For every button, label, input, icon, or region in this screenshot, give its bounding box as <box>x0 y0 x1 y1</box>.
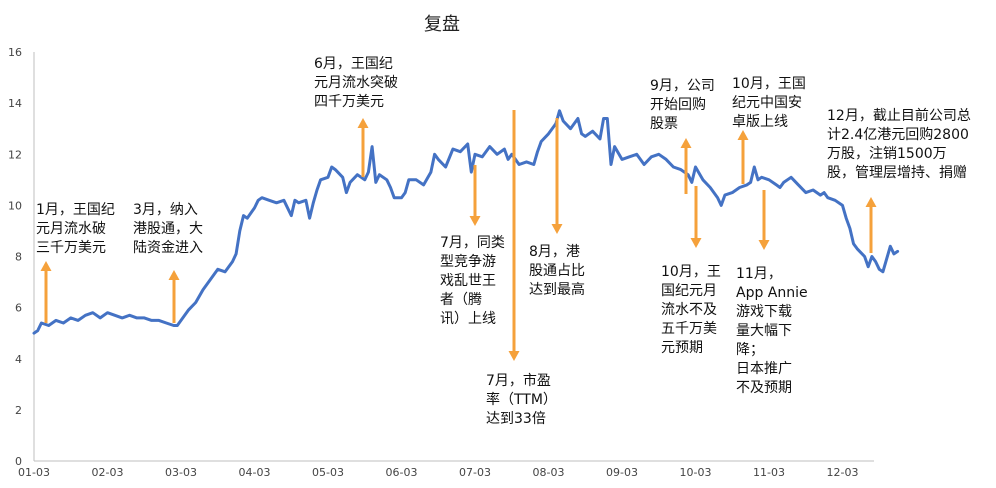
y-tick-label: 12 <box>8 148 22 161</box>
annotation-text: 流水不及 <box>661 302 717 318</box>
x-tick-label: 07-03 <box>459 466 491 479</box>
event-arrow-head <box>508 351 520 361</box>
y-tick-label: 10 <box>8 199 22 212</box>
annotation-text: 1月，王国纪 <box>36 202 115 218</box>
event-arrow-head <box>40 261 52 271</box>
annotation-text: App Annie <box>736 285 808 301</box>
annotation-text: 股，管理层增持、捐赠 <box>827 165 967 181</box>
event-arrow-head <box>357 118 369 128</box>
annotation-text: 降； <box>736 342 764 358</box>
y-tick-label: 4 <box>15 353 22 366</box>
annotation-text: 不及预期 <box>736 380 792 396</box>
plot-area <box>32 109 900 335</box>
annotation-text: 纪元中国安 <box>732 95 802 111</box>
series-line <box>32 109 900 335</box>
annotation-text: 7月，同类 <box>440 235 505 251</box>
annotation-text: 11月， <box>736 266 782 282</box>
y-tick-label: 0 <box>15 455 22 468</box>
x-tick-label: 12-03 <box>827 466 859 479</box>
y-tick-label: 6 <box>15 302 22 315</box>
y-tick-label: 16 <box>8 46 22 59</box>
annotation-text: 7月，市盈 <box>486 372 551 389</box>
annotation-text: 率（TTM） <box>486 391 557 408</box>
x-tick-label: 11-03 <box>753 466 785 479</box>
annotation-text: 12月，截止目前公司总 <box>827 107 971 124</box>
annotation-text: 国纪元月 <box>661 283 717 299</box>
annotation-text: 五千万美 <box>661 321 717 337</box>
annotation-text: 开始回购 <box>650 97 706 113</box>
annotation-text: 陆资金进入 <box>133 240 203 256</box>
annotation-text: 9月，公司 <box>650 78 715 94</box>
annotation-text: 日本推广 <box>736 361 792 377</box>
annotation-text: 戏乱世王 <box>440 273 496 289</box>
annotation-text: 量大幅下 <box>736 323 792 339</box>
event-arrow-head <box>168 270 180 280</box>
x-tick-label: 03-03 <box>165 466 197 479</box>
event-arrow-head <box>680 138 692 148</box>
annotation-text: 港股通，大 <box>133 221 203 237</box>
annotation-text: 元月流水突破 <box>314 75 398 91</box>
annotation-text: 10月，王 <box>661 264 721 280</box>
x-tick-label: 09-03 <box>606 466 638 479</box>
y-tick-labels: 0 2 4 6 8 10 12 14 16 <box>8 46 22 468</box>
chart-title: 复盘 <box>424 14 460 35</box>
x-tick-label: 10-03 <box>680 466 712 479</box>
x-tick-label: 05-03 <box>312 466 344 479</box>
annotation-text: 3月，纳入 <box>133 202 198 218</box>
x-tick-label: 08-03 <box>533 466 565 479</box>
annotation-text: 四千万美元 <box>314 94 384 110</box>
annotation-text: 10月，王国 <box>732 76 806 92</box>
annotation-text: 计2.4亿港元回购2800 <box>827 127 969 143</box>
annotation-text: 型竞争游 <box>440 253 496 270</box>
x-tick-label: 01-03 <box>18 466 50 479</box>
event-arrow-head <box>737 130 749 140</box>
x-tick-label: 02-03 <box>92 466 124 479</box>
annotation-text: 万股，注销1500万 <box>827 146 947 162</box>
annotation-text: 股通占比 <box>529 263 585 279</box>
annotation-text: 讯）上线 <box>440 311 496 327</box>
y-tick-label: 2 <box>15 404 22 417</box>
event-arrow-head <box>469 216 481 226</box>
event-arrow-head <box>690 238 702 248</box>
annotation-text: 达到33倍 <box>486 411 546 427</box>
annotation-text: 8月，港 <box>529 244 580 260</box>
event-arrows <box>40 110 877 361</box>
annotation-text: 三千万美元 <box>36 240 106 256</box>
annotation-text: 达到最高 <box>529 281 585 298</box>
event-arrow-head <box>551 224 563 234</box>
event-arrow-head <box>758 240 770 250</box>
y-tick-label: 14 <box>8 97 22 110</box>
annotation-text: 者（腾 <box>440 291 482 308</box>
annotation-text: 游戏下载 <box>736 304 792 320</box>
y-tick-label: 8 <box>15 251 22 264</box>
event-arrow-head <box>865 197 877 207</box>
annotation-text: 卓版上线 <box>732 114 788 130</box>
annotation-text: 股票 <box>650 116 678 132</box>
annotation-text: 元预期 <box>661 340 703 356</box>
annotation-text: 元月流水破 <box>36 221 106 237</box>
x-tick-label: 06-03 <box>386 466 418 479</box>
x-tick-labels: 01-03 02-03 03-03 04-03 05-03 06-03 07-03 08-03… <box>18 466 858 479</box>
x-tick-label: 04-03 <box>239 466 271 479</box>
annotation-text: 6月，王国纪 <box>314 56 393 72</box>
